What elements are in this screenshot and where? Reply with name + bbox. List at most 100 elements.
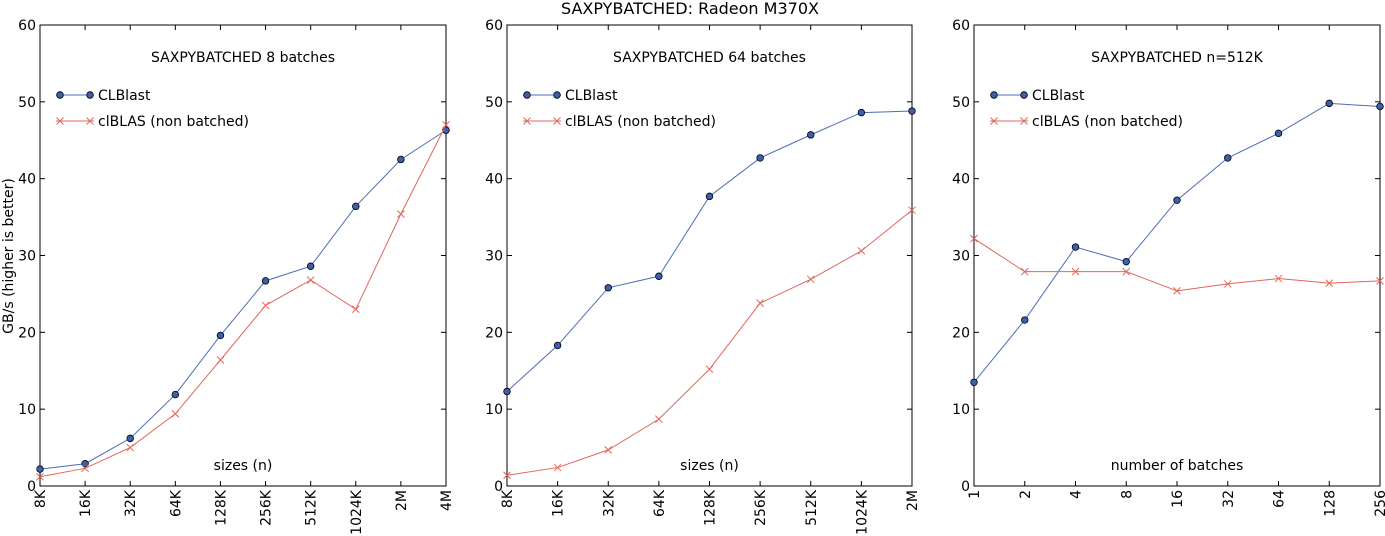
data-point-clblast bbox=[553, 341, 562, 350]
data-point-clblast bbox=[352, 202, 360, 211]
data-point-clblas bbox=[655, 415, 663, 424]
data-point-clblas bbox=[261, 301, 270, 310]
chart-panel-1: 0 10 20 30 40 50 60 8K 16K 32K 64K 128K 256K 512K 1024… bbox=[18, 18, 455, 535]
data-point-clblast bbox=[908, 107, 916, 115]
x-tick-label: 16K bbox=[78, 489, 94, 517]
panel-xlabel: sizes (n) bbox=[214, 458, 273, 474]
panel-title: SAXPYBATCHED n=512K bbox=[1091, 50, 1264, 66]
x-tick-label: 256 bbox=[1373, 490, 1385, 517]
x-tick-label: 256K bbox=[753, 489, 769, 526]
y-tick-label: 0 bbox=[494, 479, 503, 495]
data-point-clblast bbox=[81, 460, 89, 468]
x-tick-label: 128K bbox=[703, 489, 719, 526]
x-tick-label: 16K bbox=[551, 489, 567, 517]
series-line-clblas bbox=[973, 238, 1381, 292]
x-tick-label: 32 bbox=[1221, 490, 1237, 508]
x-tick-label: 64K bbox=[168, 489, 184, 517]
data-point-clblas bbox=[397, 210, 405, 218]
data-point-clblas bbox=[216, 356, 225, 364]
data-point-clblast bbox=[970, 378, 978, 386]
x-tick-label: 2 bbox=[1018, 490, 1034, 499]
data-point-clblast bbox=[1274, 129, 1283, 138]
y-tick-label: 60 bbox=[485, 18, 503, 34]
data-point-clblas bbox=[1376, 277, 1384, 285]
data-point-clblas bbox=[1274, 274, 1283, 283]
series-line-clblast bbox=[506, 110, 913, 392]
x-tick-label: 2M bbox=[905, 490, 921, 511]
data-point-clblast bbox=[604, 284, 612, 292]
data-point-clblas bbox=[171, 409, 180, 418]
y-tick-label: 30 bbox=[18, 249, 36, 265]
x-tick-label: 512K bbox=[304, 489, 320, 526]
x-tick-label: 8 bbox=[1119, 490, 1135, 499]
legend-entry-clblas: clBLAS (non batched) bbox=[56, 114, 249, 130]
series-line-clblast bbox=[39, 129, 447, 470]
series-line-clblas bbox=[39, 124, 447, 478]
x-tick-label: 8K bbox=[500, 489, 516, 508]
y-tick-label: 50 bbox=[485, 95, 503, 111]
y-tick-label: 30 bbox=[952, 249, 970, 265]
data-point-clblast bbox=[36, 465, 44, 473]
y-tick-label: 40 bbox=[485, 172, 503, 188]
data-point-clblas bbox=[81, 464, 89, 473]
data-point-clblast bbox=[1122, 257, 1130, 266]
data-point-clblas bbox=[1122, 267, 1131, 276]
x-tick-label: 1 bbox=[967, 490, 983, 499]
data-point-clblast bbox=[1021, 316, 1029, 324]
x-tick-label: 2M bbox=[394, 490, 410, 511]
series-line-clblas bbox=[506, 209, 913, 476]
data-point-clblast bbox=[503, 387, 511, 396]
series-line-clblast bbox=[973, 102, 1381, 383]
y-tick-label: 60 bbox=[18, 18, 36, 34]
x-tick-label: 8K bbox=[33, 489, 49, 508]
legend-label: CLBlast bbox=[1032, 88, 1085, 104]
y-tick-label: 40 bbox=[952, 172, 970, 188]
legend-label: clBLAS (non batched) bbox=[565, 114, 716, 130]
x-tick-label: 32K bbox=[123, 489, 139, 517]
y-tick-label: 0 bbox=[961, 479, 970, 495]
y-tick-label: 10 bbox=[952, 402, 970, 418]
data-point-clblast bbox=[1376, 102, 1384, 111]
y-tick-label: 10 bbox=[18, 402, 36, 418]
y-tick-label: 20 bbox=[18, 325, 36, 341]
data-point-clblas bbox=[503, 471, 511, 480]
chart-panel-3: 0 10 20 30 40 50 60 1 2 4 8 16 32 64 128 256 SAXPYBATCHE… bbox=[952, 18, 1385, 517]
legend-entry-clblas: clBLAS (non batched) bbox=[990, 114, 1183, 130]
data-point-clblast bbox=[261, 277, 270, 285]
data-point-clblas bbox=[351, 305, 360, 314]
x-tick-label: 16 bbox=[1170, 490, 1186, 508]
y-tick-label: 40 bbox=[18, 172, 36, 188]
data-point-clblas bbox=[553, 463, 562, 472]
data-point-clblas bbox=[36, 472, 44, 481]
y-tick-label: 10 bbox=[485, 402, 503, 418]
data-point-clblas bbox=[1071, 267, 1080, 276]
data-point-clblast bbox=[807, 131, 815, 139]
data-point-clblast bbox=[705, 192, 714, 201]
legend-label: CLBlast bbox=[565, 88, 618, 104]
legend-entry-clblast: CLBlast bbox=[523, 88, 618, 104]
legend-label: clBLAS (non batched) bbox=[1032, 114, 1183, 130]
legend-label: clBLAS (non batched) bbox=[98, 114, 249, 130]
data-point-clblast bbox=[857, 108, 866, 117]
y-tick-label: 60 bbox=[952, 18, 970, 34]
data-point-clblas bbox=[604, 446, 613, 454]
legend-entry-clblast: CLBlast bbox=[56, 88, 151, 104]
x-tick-label: 64K bbox=[652, 489, 668, 517]
x-tick-label: 4 bbox=[1069, 490, 1085, 499]
legend-entry-clblast: CLBlast bbox=[990, 88, 1085, 104]
data-point-clblas bbox=[306, 276, 315, 284]
data-point-clblas bbox=[1325, 279, 1334, 288]
y-tick-label: 50 bbox=[952, 95, 970, 111]
data-point-clblas bbox=[857, 247, 866, 255]
x-tick-label: 1024K bbox=[349, 489, 365, 535]
x-tick-label: 1024K bbox=[854, 489, 870, 535]
data-point-clblast bbox=[397, 155, 405, 164]
data-point-clblas bbox=[705, 365, 714, 374]
figure-suptitle: SAXPYBATCHED: Radeon M370X bbox=[561, 0, 819, 18]
legend-entry-clblas: clBLAS (non batched) bbox=[523, 114, 716, 130]
panel-title: SAXPYBATCHED 8 batches bbox=[151, 50, 335, 66]
y-tick-label: 50 bbox=[18, 95, 36, 111]
data-point-clblast bbox=[126, 434, 134, 443]
panel-xlabel: sizes (n) bbox=[680, 458, 739, 474]
data-point-clblas bbox=[756, 299, 764, 307]
